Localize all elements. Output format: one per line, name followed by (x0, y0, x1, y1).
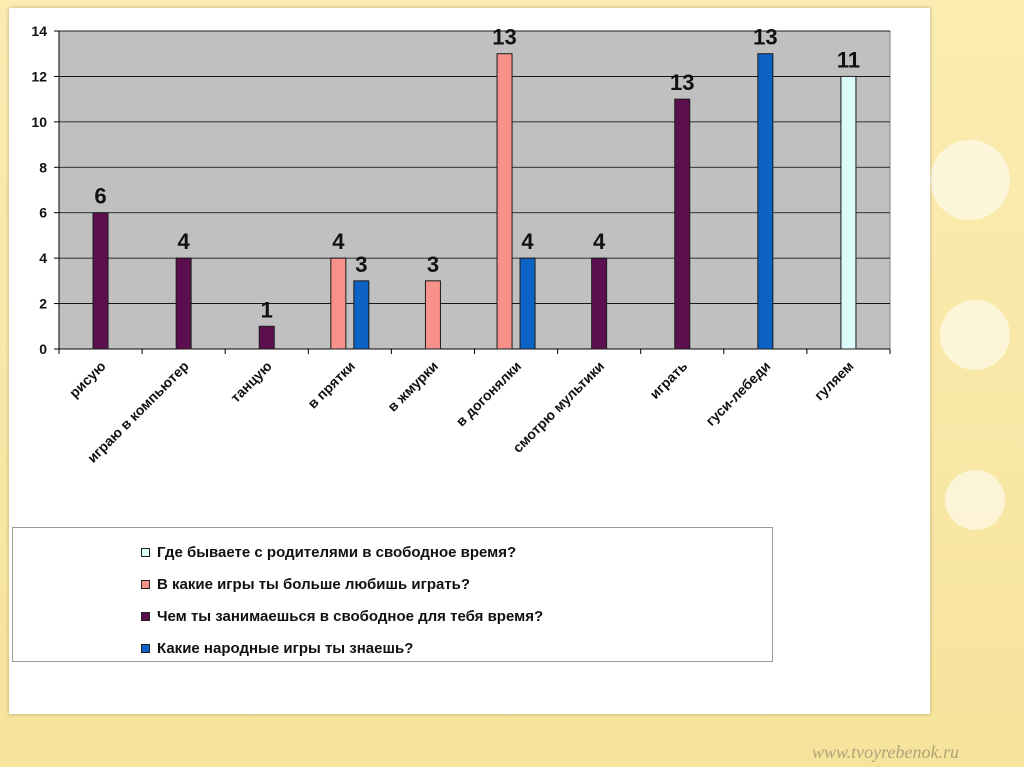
data-label: 3 (427, 252, 439, 277)
legend-swatch (141, 547, 150, 557)
data-label: 13 (492, 25, 516, 50)
x-tick-label: гуляем (811, 358, 857, 404)
data-label: 4 (178, 229, 191, 254)
data-label: 1 (261, 297, 273, 322)
bar (353, 280, 370, 350)
chart-legend: Где бываете с родителями в свободное вре… (12, 527, 773, 662)
legend-swatch (141, 611, 150, 621)
bar (496, 53, 513, 350)
legend-item: Где бываете с родителями в свободное вре… (141, 542, 516, 562)
legend-label: Какие народные игры ты знаешь? (157, 639, 414, 657)
legend-label: Где бываете с родителями в свободное вре… (157, 543, 517, 561)
data-label: 13 (670, 70, 694, 95)
bar (519, 257, 536, 350)
x-tick-label: в прятки (304, 358, 358, 412)
background-flower (930, 140, 1010, 220)
x-tick-label: танцую (227, 358, 275, 406)
legend-swatch (141, 579, 150, 589)
x-tick-label: в догонялки (453, 358, 525, 430)
plot-area (58, 30, 891, 350)
background-flower (940, 300, 1010, 370)
data-label: 3 (355, 252, 367, 277)
bar (330, 257, 347, 350)
bar (840, 75, 857, 350)
x-tick-label: гуси-лебеди (702, 358, 773, 429)
y-tick-label: 4 (39, 250, 47, 266)
bar (674, 98, 691, 350)
data-label: 6 (94, 184, 106, 209)
x-tick-label: в жмурки (384, 358, 441, 415)
x-tick-label: играть (646, 358, 690, 402)
background-flower (945, 470, 1005, 530)
bar (591, 257, 608, 350)
x-tick-label: смотрю мультики (509, 358, 607, 456)
legend-item: Какие народные игры ты знаешь? (141, 638, 413, 658)
bar (92, 212, 109, 350)
bar (258, 325, 275, 350)
data-label: 4 (593, 229, 606, 254)
y-tick-label: 6 (39, 205, 47, 221)
bar (757, 53, 774, 350)
data-label: 4 (521, 229, 534, 254)
y-tick-label: 12 (31, 68, 47, 84)
bar (175, 257, 192, 350)
slide: 0 2 4 6 8 10 12 14 6 4 1 4 3 3 13 4 4 13 13 11 рисую играю в … (9, 8, 930, 714)
data-label: 13 (753, 25, 777, 50)
bar (424, 280, 441, 350)
y-tick-label: 0 (39, 341, 47, 357)
data-label: 4 (332, 229, 345, 254)
legend-item: Чем ты занимаешься в свободное для тебя … (141, 606, 543, 626)
watermark: www.tvoyrebenok.ru (812, 742, 959, 762)
legend-label: Чем ты занимаешься в свободное для тебя … (157, 607, 544, 625)
x-tick-label: рисую (66, 358, 109, 401)
legend-item: В какие игры ты больше любишь играть? (141, 574, 470, 594)
y-tick-label: 2 (39, 296, 47, 312)
y-tick-label: 14 (31, 23, 47, 39)
y-tick-label: 8 (39, 159, 47, 175)
data-label: 11 (837, 47, 860, 72)
legend-swatch (141, 643, 150, 653)
y-tick-label: 10 (31, 114, 47, 130)
legend-label: В какие игры ты больше любишь играть? (157, 575, 471, 593)
